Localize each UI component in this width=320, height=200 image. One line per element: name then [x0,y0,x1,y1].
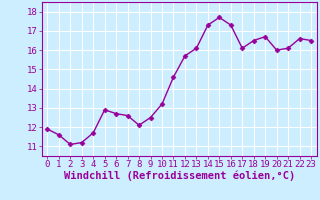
X-axis label: Windchill (Refroidissement éolien,°C): Windchill (Refroidissement éolien,°C) [64,171,295,181]
